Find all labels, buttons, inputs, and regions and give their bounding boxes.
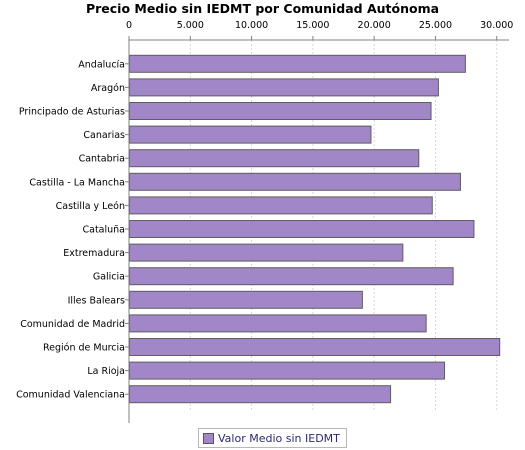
bar: [129, 290, 363, 309]
category-label: Región de Murcia: [43, 343, 125, 354]
category-label: La Rioja: [87, 366, 125, 377]
bars: [129, 54, 501, 404]
x-tick-label: 25.000: [419, 20, 452, 31]
x-tick-label: 0: [126, 20, 132, 31]
bar: [129, 125, 372, 144]
legend-label: Valor Medio sin IEDMT: [218, 431, 340, 445]
category-label: Comunidad de Madrid: [20, 319, 125, 330]
category-label: Principado de Asturias: [19, 107, 125, 118]
x-tick-label: 20.000: [358, 20, 391, 31]
bar: [129, 267, 454, 286]
bar: [129, 172, 461, 191]
category-label: Cataluña: [82, 225, 125, 236]
bar: [129, 243, 404, 262]
x-tick-label: 5.000: [177, 20, 204, 31]
category-label: Castilla - La Mancha: [29, 177, 125, 188]
category-label: Cantabria: [79, 154, 125, 165]
bar: [129, 54, 466, 73]
bar: [129, 78, 439, 97]
x-tick-label: 15.000: [296, 20, 329, 31]
labels: 0 5.000 10.000 15.000 20.000 25.000 30.000 Anda…: [16, 20, 513, 401]
category-label: Canarias: [83, 130, 125, 141]
legend-swatch: [203, 432, 214, 444]
legend: Valor Medio sin IEDMT: [198, 428, 347, 448]
chart-title: Precio Medio sin IEDMT por Comunidad Aut…: [85, 1, 440, 16]
category-label: Galicia: [93, 272, 125, 283]
bar: [129, 361, 446, 380]
bar: [129, 220, 475, 238]
bar: [129, 196, 433, 215]
x-tick-label: 10.000: [235, 20, 268, 31]
bar: [129, 338, 501, 356]
category-label: Castilla y León: [56, 201, 125, 212]
category-label: Extremadura: [63, 248, 125, 259]
bar: [129, 314, 427, 333]
category-label: Comunidad Valenciana: [16, 390, 125, 401]
bar: [129, 102, 432, 120]
category-label: Aragón: [91, 83, 125, 94]
category-label: Andalucía: [78, 59, 125, 70]
x-tick-label: 30.000: [480, 20, 513, 31]
bar: [129, 149, 420, 168]
axes: [125, 36, 509, 423]
category-label: Illes Balears: [68, 295, 125, 306]
bar: [129, 385, 392, 404]
